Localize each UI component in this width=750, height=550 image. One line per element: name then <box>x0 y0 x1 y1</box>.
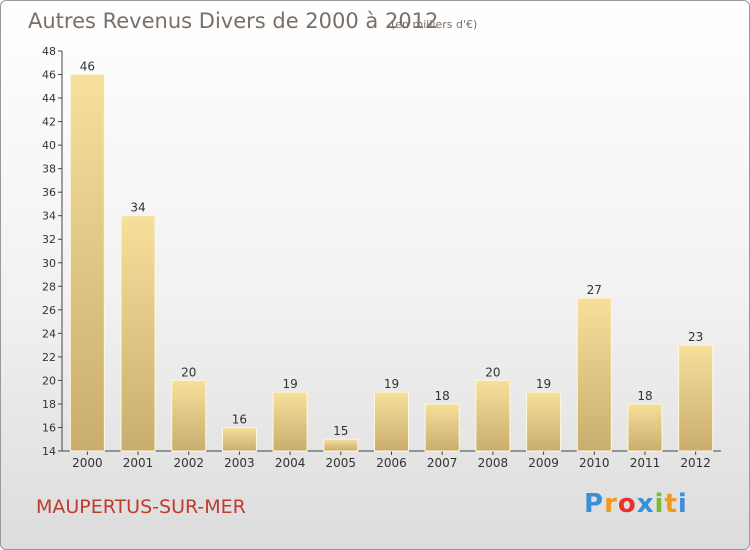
y-tick-label: 46 <box>42 69 56 82</box>
data-label-2003: 16 <box>232 412 247 426</box>
data-label-2011: 18 <box>637 389 652 403</box>
bars: 46 34 20 16 19 15 19 18 20 19 27 18 23 <box>69 60 714 452</box>
y-tick-label: 30 <box>42 257 56 270</box>
bar-2009 <box>526 391 562 452</box>
brand-letter: o <box>617 489 637 519</box>
brand-letter: i <box>654 489 665 519</box>
y-tick-label: 14 <box>42 445 56 458</box>
bar-2010 <box>576 297 612 452</box>
proxiti-logo: Proxiti <box>584 489 688 519</box>
x-tick-label-2009: 2009 <box>528 456 559 470</box>
brand-letter: P <box>584 489 605 519</box>
y-tick-label: 48 <box>42 45 56 58</box>
data-label-2006: 19 <box>384 377 399 391</box>
y-tick-label: 44 <box>42 92 56 105</box>
x-tick-label-2003: 2003 <box>224 456 255 470</box>
x-tick-label-2005: 2005 <box>326 456 357 470</box>
y-tick-label: 38 <box>42 163 56 176</box>
y-tick-label: 18 <box>42 398 56 411</box>
x-tick-label-2001: 2001 <box>123 456 154 470</box>
y-tick-label: 24 <box>42 327 56 340</box>
data-label-2002: 20 <box>181 365 196 379</box>
bar-2003 <box>221 426 257 452</box>
y-tick-label: 26 <box>42 304 56 317</box>
y-tick-label: 32 <box>42 233 56 246</box>
x-tick-label-2008: 2008 <box>478 456 509 470</box>
x-tick-label-2007: 2007 <box>427 456 458 470</box>
data-label-2005: 15 <box>333 424 348 438</box>
x-tick-label-2004: 2004 <box>275 456 306 470</box>
x-tick-label-2000: 2000 <box>72 456 103 470</box>
x-tick-label-2012: 2012 <box>680 456 711 470</box>
axes: 14 16 18 20 22 24 26 28 30 32 34 36 38 40 42 44 46 48 2000… <box>42 45 721 470</box>
chart-title: Autres Revenus Divers de 2000 à 2012 <box>28 9 439 33</box>
y-tick-label: 28 <box>42 280 56 293</box>
data-label-2012: 23 <box>688 330 703 344</box>
y-tick-label: 20 <box>42 374 56 387</box>
data-label-2009: 19 <box>536 377 551 391</box>
data-label-2000: 46 <box>80 60 95 74</box>
data-label-2008: 20 <box>485 365 500 379</box>
chart-subtitle: (en milliers d'€) <box>391 18 478 31</box>
bar-2011 <box>627 403 663 452</box>
bar-2007 <box>424 403 460 452</box>
bar-2006 <box>374 391 409 452</box>
y-tick-label: 40 <box>42 139 56 152</box>
bar-2002 <box>171 379 207 452</box>
data-label-2004: 19 <box>282 377 297 391</box>
y-tick-label: 34 <box>42 210 56 223</box>
data-label-2010: 27 <box>587 283 602 297</box>
place-name: MAUPERTUS-SUR-MER <box>36 496 246 518</box>
bar-2005 <box>323 438 359 452</box>
brand-letter: t <box>664 489 678 519</box>
x-tick-label-2006: 2006 <box>376 456 407 470</box>
y-tick-label: 42 <box>42 116 56 129</box>
y-tick-label: 36 <box>42 186 56 199</box>
x-tick-label-2002: 2002 <box>173 456 204 470</box>
bar-2004 <box>272 391 308 452</box>
y-tick-label: 22 <box>42 351 56 364</box>
brand-letter: r <box>604 489 618 519</box>
bar-2008 <box>475 379 511 452</box>
brand-letter: i <box>677 489 688 519</box>
bar-2012 <box>678 344 714 452</box>
bar-2000 <box>69 74 105 452</box>
data-label-2007: 18 <box>435 389 450 403</box>
x-tick-label-2010: 2010 <box>579 456 610 470</box>
y-tick-label: 16 <box>42 421 56 434</box>
data-label-2001: 34 <box>130 201 145 215</box>
x-tick-label-2011: 2011 <box>630 456 661 470</box>
bar-2001 <box>120 215 156 452</box>
brand-letter: x <box>636 489 655 519</box>
